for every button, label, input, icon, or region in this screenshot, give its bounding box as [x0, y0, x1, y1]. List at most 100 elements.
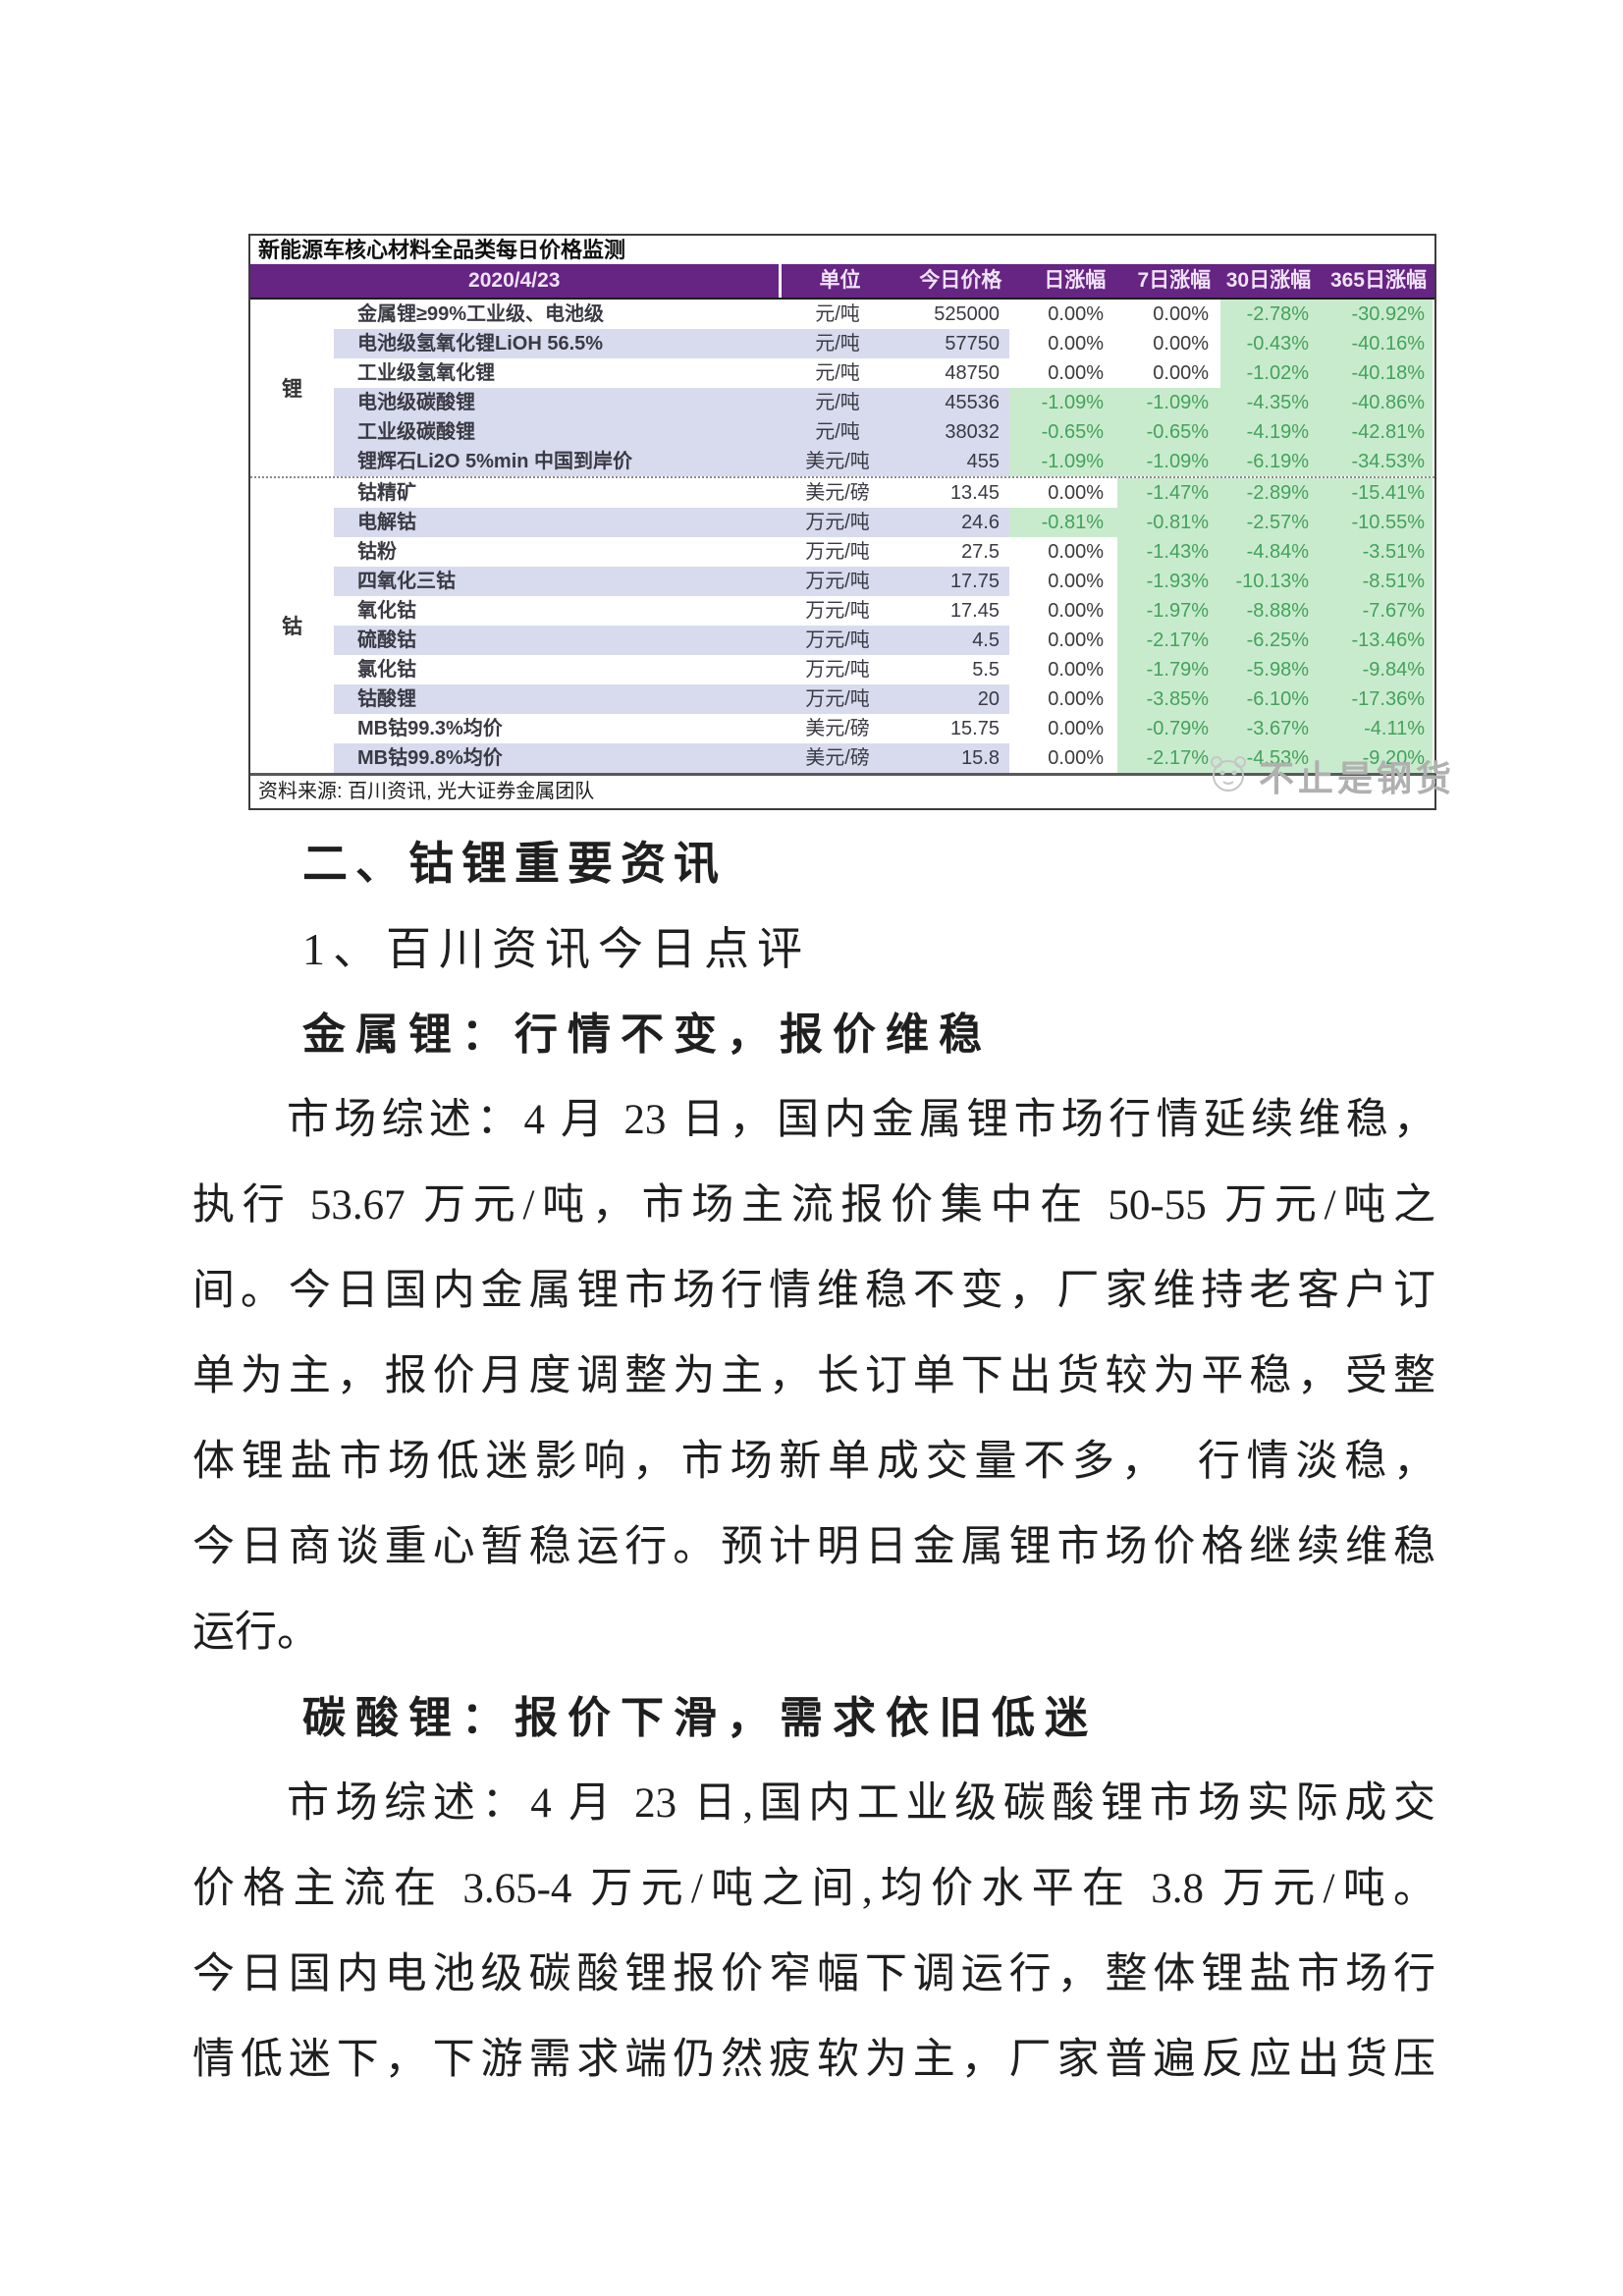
section-heading: 二、钴锂重要资讯 [302, 839, 727, 889]
cell-pct-d30: -5.98% [1220, 655, 1319, 684]
cell-pct-d365: -40.86% [1319, 388, 1433, 417]
cell-pct-d1: 0.00% [1048, 541, 1104, 563]
cell-pct-d1: -1.09% [1009, 388, 1117, 417]
cell-price: 24.6 [896, 508, 1009, 537]
cell-pct-d7: -0.81% [1117, 508, 1220, 537]
cell-pct-d1: 0.00% [1048, 629, 1104, 651]
cell-pct-d30: -2.89% [1220, 478, 1319, 508]
price-table: 新能源车核心材料全品类每日价格监测 2020/4/23 单位 今日价格 日涨幅 … [248, 234, 1451, 810]
cell-pct-d365: -15.41% [1319, 478, 1433, 508]
cell-pct-d7: -1.47% [1117, 478, 1220, 508]
cell-name: MB钴99.8%均价 [334, 743, 779, 773]
cell-price: 4.5 [896, 626, 1009, 655]
col-d1-header: 日涨幅 [1044, 269, 1107, 292]
cell-price: 17.45 [949, 600, 1000, 622]
cell-price: 17.75 [896, 567, 1009, 596]
paragraph-line: 运行。 [192, 1610, 319, 1656]
cell-price: 20 [896, 684, 1009, 714]
paragraph-line: 今日商谈重心暂稳运行。预计明日金属锂市场价格继续维稳 [192, 1524, 1435, 1570]
cell-name: MB钴99.3%均价 [357, 718, 503, 739]
cell-pct-d30: -6.25% [1220, 626, 1319, 655]
cell-pct-d30: -2.78% [1220, 300, 1319, 329]
table-row: MB钴99.3%均价 美元/磅 15.75 0.00% -0.79% -3.67% -4.1… [334, 714, 1434, 743]
table-row: 钴精矿 美元/磅 13.45 0.00% -1.47% -2.89% -15.41% [334, 478, 1434, 508]
cell-name: 钴酸锂 [334, 684, 779, 714]
cell-pct-d365: -30.92% [1319, 300, 1433, 329]
cell-pct-d30: -4.19% [1220, 417, 1319, 447]
cell-unit: 美元/磅 [805, 718, 870, 739]
group-label: 锂 [282, 378, 302, 401]
cell-unit: 万元/吨 [805, 541, 870, 563]
cell-pct-d1: 0.00% [1048, 718, 1104, 739]
col-price-header: 今日价格 [919, 269, 1002, 292]
cell-pct-d30: -6.10% [1220, 684, 1319, 714]
cell-pct-d30: -1.02% [1220, 358, 1319, 388]
cell-pct-d30: -4.53% [1220, 743, 1319, 773]
col-d30-header: 30日涨幅 [1225, 269, 1312, 292]
col-date-header: 2020/4/23 [468, 269, 561, 292]
cell-pct-d30: -2.57% [1220, 508, 1319, 537]
cell-price: 15.8 [896, 743, 1009, 773]
cell-pct-d1: 0.00% [1048, 482, 1104, 504]
cell-name: 钴精矿 [357, 482, 416, 504]
cell-pct-d365: -10.55% [1319, 508, 1433, 537]
cell-pct-d365: -7.67% [1319, 596, 1433, 626]
paragraph-line: 单为主，报价月度调整为主，长订单下出货较为平稳，受整 [192, 1353, 1435, 1399]
cell-name: 钴粉 [357, 541, 397, 563]
cell-price: 57750 [896, 329, 1009, 358]
cell-pct-d365: -40.16% [1319, 329, 1433, 358]
cell-pct-d30: -8.88% [1220, 596, 1319, 626]
cell-pct-d30: -0.43% [1220, 329, 1319, 358]
table-header: 2020/4/23 单位 今日价格 日涨幅 7日涨幅 30日涨幅 365日涨幅 [250, 264, 1434, 300]
cell-pct-d7: -1.79% [1117, 655, 1220, 684]
table-row: 电池级氢氧化锂LiOH 56.5% 元/吨 57750 0.00% 0.00% -0.43… [334, 329, 1434, 358]
paragraph-line: 情低迷下，下游需求端仍然疲软为主，厂家普遍反应出货压 [192, 2037, 1435, 2083]
cell-pct-d7: 0.00% [1153, 303, 1209, 325]
cell-pct-d7: -2.17% [1117, 626, 1220, 655]
cell-pct-d1: 0.00% [1048, 333, 1104, 355]
cell-pct-d1: -0.81% [1009, 508, 1117, 537]
cell-pct-d30: -4.84% [1220, 537, 1319, 567]
cell-unit: 美元/吨 [779, 447, 896, 476]
col-d365-header: 365日涨幅 [1329, 269, 1427, 292]
cell-name: 电池级氢氧化锂LiOH 56.5% [334, 329, 779, 358]
cell-unit: 元/吨 [815, 362, 860, 384]
table-row: 电解钴 万元/吨 24.6 -0.81% -0.81% -2.57% -10.55% [334, 508, 1434, 537]
cell-name: 工业级碳酸锂 [334, 417, 779, 447]
paragraph-line: 市场综述：4 月 23 日,国内工业级碳酸锂市场实际成交 [287, 1780, 1435, 1827]
cell-price: 5.5 [972, 659, 1000, 681]
cell-pct-d365: -40.18% [1319, 358, 1433, 388]
cell-name: 锂辉石Li2O 5%min 中国到岸价 [334, 447, 779, 476]
cell-pct-d7: -0.65% [1117, 417, 1220, 447]
cell-price: 45536 [896, 388, 1009, 417]
col-unit-header: 单位 [778, 264, 899, 298]
cell-pct-d365: -17.36% [1319, 684, 1433, 714]
cell-pct-d365: -42.81% [1319, 417, 1433, 447]
cell-pct-d1: 0.00% [1048, 600, 1104, 622]
cell-pct-d1: 0.00% [1048, 303, 1104, 325]
table-row: 氧化钴 万元/吨 17.45 0.00% -1.97% -8.88% -7.67% [334, 596, 1434, 626]
topic-heading: 金属锂：行情不变，报价维稳 [302, 1011, 992, 1059]
table-row: 钴酸锂 万元/吨 20 0.00% -3.85% -6.10% -17.36% [334, 684, 1434, 714]
cell-pct-d1: 0.00% [1048, 747, 1104, 769]
cell-price: 525000 [934, 303, 1000, 325]
cell-pct-d1: 0.00% [1048, 688, 1104, 710]
cell-pct-d30: -6.19% [1220, 447, 1319, 476]
cell-unit: 元/吨 [779, 388, 896, 417]
cell-pct-d1: 0.00% [1048, 362, 1104, 384]
table-row: 工业级碳酸锂 元/吨 38032 -0.65% -0.65% -4.19% -42.81% [334, 417, 1434, 447]
cell-name: 氯化钴 [357, 659, 416, 681]
cell-name: 金属锂≥99%工业级、电池级 [357, 303, 605, 325]
group-row: 钴钴精矿 美元/磅 13.45 0.00% -1.47% -2.89% -15.41% 电解钴… [250, 476, 1434, 773]
price-table-body: 锂 金属锂≥99%工业级、电池级元/吨 525000 0.00% 0.00% -2.78%… [250, 300, 1434, 773]
cell-pct-d30: -4.35% [1220, 388, 1319, 417]
table-row: 工业级氢氧化锂 元/吨 48750 0.00% 0.00% -1.02% -40.18% [334, 358, 1434, 388]
cell-unit: 元/吨 [779, 329, 896, 358]
cell-pct-d7: -3.85% [1117, 684, 1220, 714]
cell-unit: 元/吨 [779, 417, 896, 447]
table-row: 锂辉石Li2O 5%min 中国到岸价 美元/吨 455 -1.09% -1.09% -6… [334, 447, 1434, 476]
cell-pct-d365: -8.51% [1319, 567, 1433, 596]
cell-pct-d7: -1.93% [1117, 567, 1220, 596]
cell-pct-d7: 0.00% [1153, 333, 1209, 355]
